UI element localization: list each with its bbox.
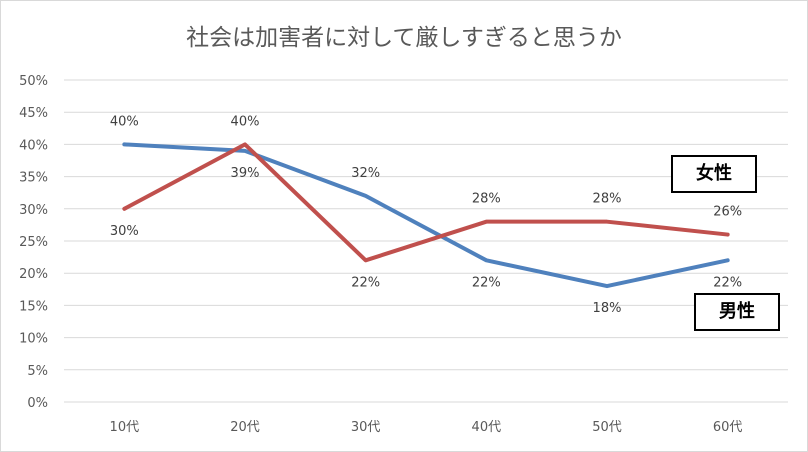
y-tick-label: 20% [19,267,48,282]
legend-female: 女性 [671,155,757,193]
data-label: 40% [110,114,139,129]
data-label: 18% [593,301,622,316]
series-line-女性 [122,142,730,263]
y-tick-label: 10% [19,332,48,347]
data-label: 22% [713,275,742,290]
y-tick-label: 30% [19,203,48,218]
data-label: 32% [351,166,380,181]
y-tick-label: 5% [27,364,48,379]
y-tick-label: 15% [19,299,48,314]
y-tick-label: 0% [27,396,48,411]
y-tick-label: 25% [19,235,48,250]
data-label: 22% [472,275,501,290]
data-label: 26% [713,205,742,220]
legend-male: 男性 [694,293,780,331]
x-tick-label: 60代 [713,420,743,435]
data-label: 22% [351,275,380,290]
data-labels: 40% 30% 39% 40% 32% 22% 22% 28% 18% 28% 22% 26% [110,114,742,316]
data-label: 28% [472,192,501,207]
x-axis-ticks: 10代 20代 30代 40代 50代 60代 [110,420,743,435]
data-label: 28% [593,192,622,207]
data-label: 40% [231,114,260,129]
y-tick-label: 40% [19,138,48,153]
y-tick-label: 35% [19,171,48,186]
y-tick-label: 50% [19,74,48,89]
x-tick-label: 50代 [592,420,622,435]
x-tick-label: 20代 [230,420,260,435]
data-label: 39% [231,166,260,181]
x-tick-label: 30代 [351,420,381,435]
y-tick-label: 45% [19,106,48,121]
x-tick-label: 40代 [472,420,502,435]
series-line-男性 [122,142,730,289]
data-label: 30% [110,224,139,239]
series-lines [122,142,730,289]
x-tick-label: 10代 [110,420,140,435]
y-axis-ticks: 0% 5% 10% 15% 20% 25% 30% 35% 40% 45% 50% [19,74,48,411]
chart-title: 社会は加害者に対して厳しすぎると思うか [186,25,622,51]
